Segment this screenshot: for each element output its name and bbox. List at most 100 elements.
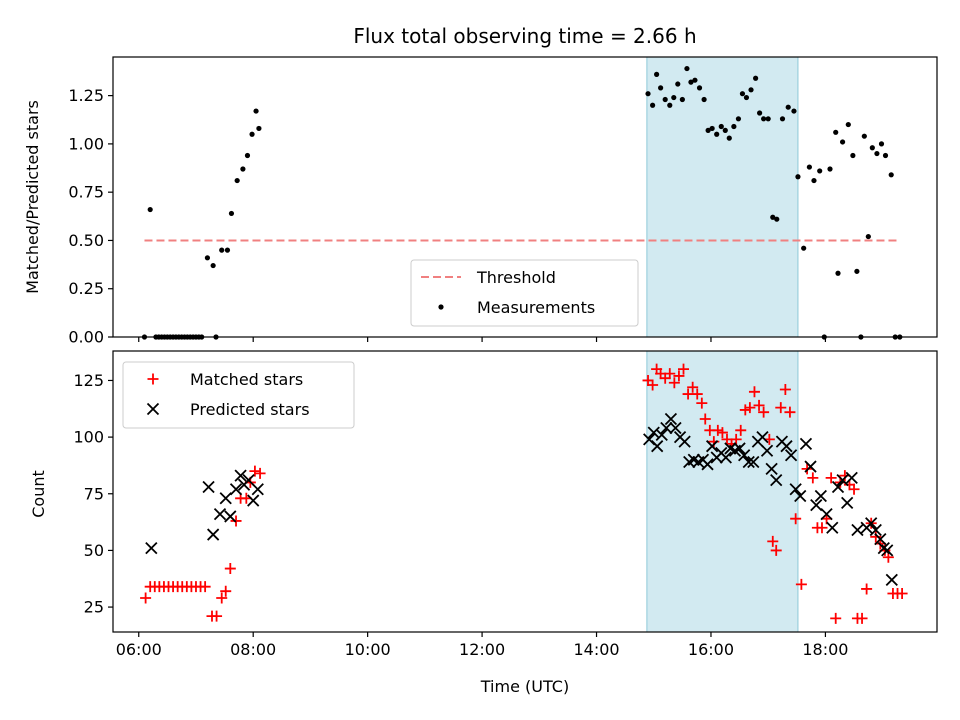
measurement-point	[861, 133, 867, 139]
matched-stars-point	[211, 610, 223, 622]
matched-stars-point	[220, 585, 232, 597]
top-panel: 0.00 0.25 0.50 0.75 1.00 1.25 Threshold Measure…	[68, 56, 938, 347]
measurement-point	[714, 131, 720, 137]
matched-stars-point	[730, 433, 742, 445]
predicted-stars-point	[869, 523, 882, 537]
measurement-point	[874, 150, 880, 157]
matched-stars-point	[861, 583, 873, 595]
legend-predicted-swatch	[146, 402, 160, 416]
predicted-stars-point	[747, 455, 760, 469]
x-tick-label: 10:00	[345, 640, 391, 659]
predicted-stars-point	[251, 483, 264, 496]
predicted-stars-point	[794, 489, 807, 503]
top-legend-box	[410, 259, 639, 327]
measurement-point	[210, 262, 216, 269]
matched-stars-point	[140, 592, 152, 604]
matched-stars-point	[848, 483, 860, 495]
measurement-point	[753, 75, 759, 81]
predicted-stars-point	[660, 421, 673, 435]
measurement-point	[765, 116, 771, 122]
bottom-axes-frame	[112, 350, 938, 633]
predicted-stars-point	[814, 489, 827, 503]
matched-stars-point	[816, 522, 828, 534]
predicted-stars-point	[881, 544, 894, 557]
measurement-point	[654, 71, 660, 77]
top-y-tick-label: 0.25	[68, 279, 104, 298]
measurement-point	[675, 81, 681, 87]
measurement-point	[696, 85, 703, 91]
matched-stars-point	[216, 592, 228, 604]
matched-stars-point	[739, 404, 751, 416]
predicted-stars-point	[219, 492, 232, 505]
bottom-panel: 06:00 08:00 10:00 12:00 14:00 16:00 18:00 25 50 7…	[73, 350, 938, 659]
measurement-point	[748, 87, 754, 93]
measurement-point	[770, 214, 776, 220]
predicted-stars-point	[647, 426, 660, 439]
top-y-tick-label: 1.25	[68, 86, 104, 105]
matched-stars-point	[795, 578, 807, 590]
predicted-stars-point	[765, 462, 778, 475]
measurement-point	[692, 77, 698, 83]
top-legend: Threshold Measurements	[410, 259, 639, 327]
matched-stars-point	[767, 535, 779, 547]
predicted-stars-point	[804, 460, 817, 473]
measurement-point	[679, 96, 685, 103]
matched-stars-point	[691, 388, 703, 400]
predicted-stars-point	[733, 442, 746, 455]
predicted-stars-point	[224, 510, 237, 523]
measurement-point	[739, 91, 746, 97]
matched-stars-point	[775, 402, 787, 414]
measurement-point	[219, 247, 225, 253]
matched-stars-point	[668, 377, 680, 389]
matched-stars-point	[770, 544, 782, 556]
measurement-point	[684, 65, 690, 72]
matched-stars-point	[807, 472, 819, 484]
matched-stars-point	[712, 424, 724, 436]
top-y-tick-label: 0.00	[68, 328, 104, 347]
measurement-point	[839, 139, 846, 145]
measurement-point	[774, 216, 780, 222]
measurement-point	[817, 168, 823, 174]
matched-stars-point	[254, 467, 266, 479]
predicted-stars-point	[799, 437, 813, 451]
x-tick-label: 18:00	[802, 640, 848, 659]
legend-matched-swatch	[147, 373, 159, 385]
measurement-point	[806, 164, 812, 170]
predicted-stars-point	[705, 440, 719, 453]
predicted-stars-point	[841, 496, 854, 509]
predicted-stars-point	[851, 523, 864, 537]
measurement-point	[667, 102, 673, 108]
measurement-point	[662, 96, 668, 103]
matched-stars-point	[758, 406, 770, 418]
measurement-point	[791, 108, 797, 114]
predicted-stars-point	[229, 483, 243, 496]
predicted-stars-point	[678, 435, 691, 448]
predicted-stars-point	[664, 412, 678, 426]
predicted-stars-point	[789, 483, 802, 496]
measurement-point	[735, 116, 742, 122]
matched-stars-point	[678, 363, 690, 375]
predicted-stars-point	[719, 451, 732, 464]
measurement-point	[882, 152, 889, 159]
measurement-point	[801, 245, 807, 251]
bottom-y-tick-label: 125	[73, 371, 104, 390]
legend-measurements-label: Measurements	[477, 298, 595, 317]
predicted-stars-point	[234, 469, 247, 482]
matched-stars-point	[784, 406, 796, 418]
matched-stars-point	[199, 581, 211, 593]
predicted-stars-point	[885, 573, 898, 587]
measurement-point	[888, 172, 894, 178]
measurement-point	[726, 135, 732, 141]
measurement-point	[249, 131, 255, 137]
bottom-y-axis-label: Count	[29, 470, 48, 518]
measurement-point	[811, 177, 817, 184]
measurement-point	[835, 270, 841, 276]
matched-stars-point	[716, 427, 728, 439]
matched-stars-point	[249, 465, 261, 477]
bottom-y-tick-label: 50	[84, 541, 104, 560]
matched-stars-point	[687, 381, 699, 393]
bottom-legend: Matched stars Predicted stars	[122, 361, 355, 429]
predicted-stars-point	[651, 440, 664, 453]
measurement-point	[204, 255, 211, 261]
